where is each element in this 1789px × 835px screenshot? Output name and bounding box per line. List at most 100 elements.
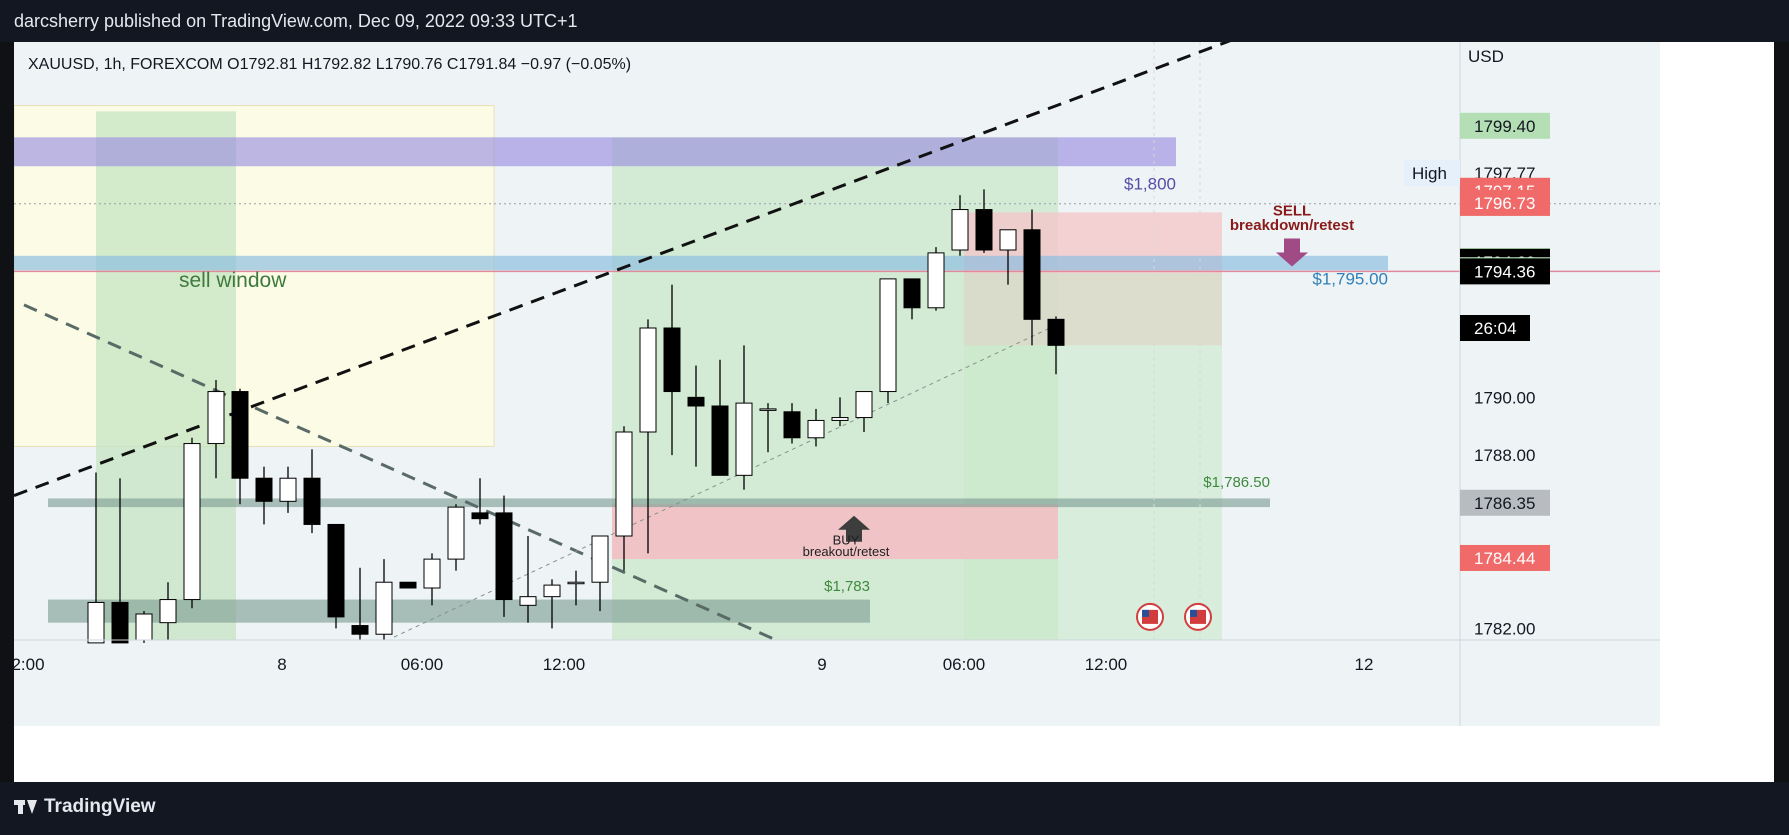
candle [447, 504, 465, 571]
price-chart[interactable]: sell window $1,800 $1,795.00 $1,786.50 $1,78… [11, 34, 1774, 782]
candle [423, 553, 441, 606]
candle-body [999, 229, 1017, 251]
symbol-line: XAUUSD, 1h, FOREXCOM O1792.81 H1792.82 L… [28, 56, 631, 73]
candle [87, 472, 105, 644]
price-tag-label: 26:04 [1474, 319, 1517, 338]
currency-label: USD [1468, 47, 1504, 66]
candle-body [159, 599, 177, 624]
price-tag: 1796.73 [1460, 189, 1550, 216]
candle-body [591, 535, 609, 583]
candle [783, 403, 801, 444]
resistance-1800-band [14, 137, 1176, 167]
candle-body [255, 477, 273, 502]
candle [303, 449, 321, 534]
candle [543, 579, 561, 629]
candle [639, 319, 657, 554]
candle-body [567, 581, 585, 585]
candle-body [495, 512, 513, 601]
green-column-right [964, 273, 1222, 640]
candle [519, 536, 537, 623]
x-tick-label: 8 [277, 655, 286, 674]
candle-body [303, 477, 321, 525]
candle-body [87, 601, 105, 644]
price-tag-label: 1794.36 [1474, 262, 1535, 281]
candle-body [1023, 229, 1041, 320]
candle [591, 535, 609, 612]
candle-body [375, 581, 393, 635]
candle [903, 278, 921, 320]
candle [183, 437, 201, 609]
price-tag: 1799.40 [1460, 112, 1550, 139]
price-tag-label: 1786.35 [1474, 494, 1535, 513]
buy-sub-label: breakout/retest [803, 544, 890, 559]
us-flag-canton [1190, 609, 1197, 617]
candle [975, 189, 993, 253]
candle-body [855, 391, 873, 419]
candle [327, 523, 345, 629]
price-tag: 26:04 [1460, 315, 1530, 341]
x-tick-label: 12:00 [1085, 655, 1128, 674]
price-tag-bg [1460, 112, 1550, 139]
candle-body [279, 477, 297, 502]
candle-body [903, 278, 921, 309]
candle [951, 195, 969, 256]
candle [711, 359, 729, 476]
x-tick-label: 06:00 [401, 655, 444, 674]
price-tag: 1784.44 [1460, 544, 1550, 571]
x-tick-label: 2:00 [14, 655, 45, 674]
candle [831, 397, 849, 427]
candle [255, 466, 273, 525]
candle-body [759, 408, 777, 411]
candle [375, 559, 393, 640]
candle-body [783, 411, 801, 439]
x-tick-label: 12:00 [543, 655, 586, 674]
high-tag-label: High [1412, 164, 1447, 183]
price-tag: 1788.00 [1474, 446, 1535, 465]
sell-arrow-icon [1276, 238, 1308, 267]
candle-body [327, 523, 345, 618]
candle-body [711, 405, 729, 476]
chart-frame: sell window $1,800 $1,795.00 $1,786.50 $1,78… [11, 34, 1774, 782]
price-tag-label: 1784.44 [1474, 549, 1535, 568]
candle-body [135, 613, 153, 641]
pivot-1795-band [14, 255, 1388, 271]
x-tick-label: 06:00 [943, 655, 986, 674]
candle-body [951, 209, 969, 251]
price-tag-bg [1460, 489, 1550, 516]
candle-body [231, 391, 249, 479]
us-flag-canton [1142, 609, 1149, 617]
support-1783-band [48, 599, 870, 623]
price-tag: 1794.36 [1460, 258, 1550, 285]
candle [855, 391, 873, 432]
candle-body [831, 417, 849, 421]
price-tag: 1782.00 [1474, 619, 1535, 638]
publish-line: darcsherry published on TradingView.com,… [14, 11, 578, 31]
price-tag-bg [1460, 189, 1550, 216]
candle [687, 365, 705, 467]
high-tag: High [1404, 159, 1460, 186]
level-1783-label: $1,783 [824, 578, 870, 595]
us-flag-icon [1184, 602, 1212, 631]
candle [879, 278, 897, 404]
candle-body [423, 558, 441, 589]
candle-body [543, 584, 561, 598]
candle-body [687, 396, 705, 407]
green-column-left [96, 111, 236, 641]
buy-label: BUY [833, 533, 860, 548]
price-tag-bg [1460, 544, 1550, 571]
price-tag: 1790.00 [1474, 388, 1535, 407]
candle [735, 345, 753, 490]
level-1800-label: $1,800 [1124, 174, 1176, 193]
candle-body [1047, 318, 1065, 346]
candle [663, 284, 681, 456]
us-flag-icon [1136, 602, 1164, 631]
candle-body [615, 431, 633, 537]
level-1786-label: $1,786.50 [1203, 474, 1270, 491]
price-tag-label: 1796.73 [1474, 194, 1535, 213]
price-tag-bg [1460, 258, 1550, 285]
footer: TradingView [0, 782, 1789, 835]
candle [615, 426, 633, 571]
candle-body [519, 596, 537, 606]
x-tick-label: 12 [1355, 655, 1374, 674]
tradingview-logo[interactable]: TradingView [14, 796, 156, 818]
